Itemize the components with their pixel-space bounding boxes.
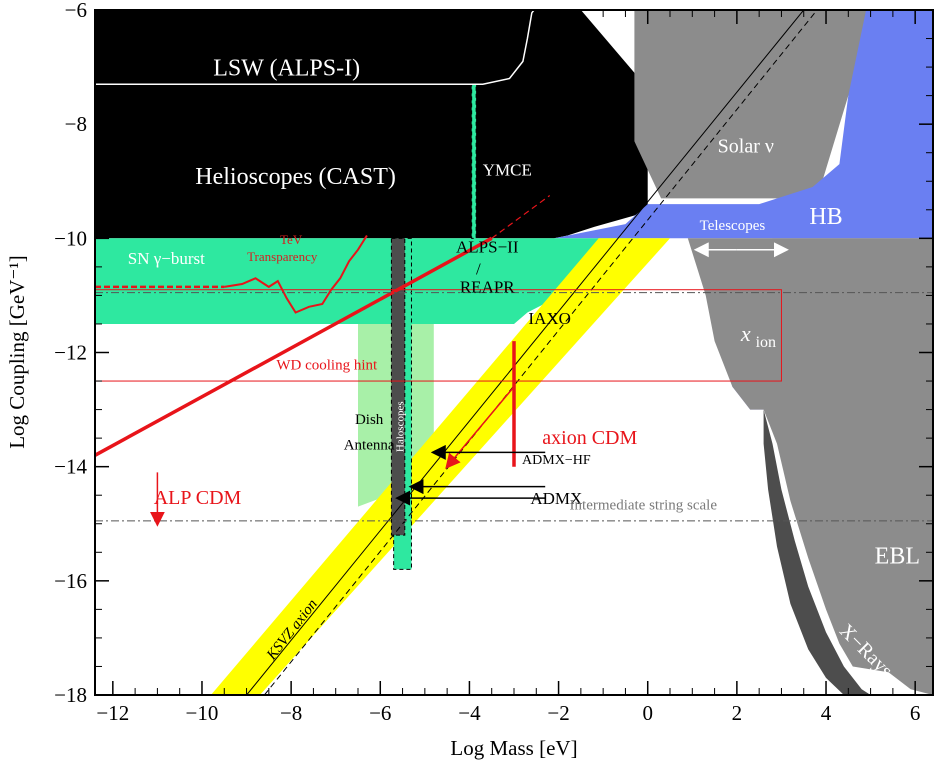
arrow-axion-cdm-arrow [445, 386, 515, 469]
annotation-admx-hf: ADMX−HF [522, 453, 591, 468]
line-lsw-alps-i [95, 10, 535, 85]
annotation-ion: ion [756, 334, 776, 351]
x-tick-label: 6 [910, 701, 921, 725]
annotation-ebl: EBL [875, 544, 920, 570]
arrow-layer [149, 242, 789, 527]
annotation-lsw-alps-i: LSW (ALPS-I) [213, 56, 360, 82]
annotation-transparency: Transparency [247, 249, 318, 264]
annotation-antenna: Antenna [344, 438, 395, 454]
x-tick-label: −12 [96, 701, 129, 725]
x-tick-label: 2 [732, 701, 743, 725]
annotation-axion-cdm: axion CDM [542, 427, 637, 449]
annotation-telescopes: Telescopes [700, 218, 766, 234]
y-tick-label: −8 [65, 112, 87, 136]
y-tick-label: −16 [54, 569, 87, 593]
x-tick-label: 4 [821, 701, 832, 725]
line-alp-cdm-dashed [491, 195, 551, 239]
annotation-: / [476, 259, 481, 278]
y-tick-label: −18 [54, 683, 87, 707]
annotation-iaxo: IAXO [528, 309, 571, 328]
region-ksvz-axion-band [210, 238, 670, 695]
region-hb [554, 10, 933, 239]
line-alp-cdm [95, 236, 493, 457]
line-wd-box [95, 289, 782, 382]
band-haloscopes-dark [390, 237, 406, 536]
y-tick-label: −10 [54, 226, 87, 250]
annotation-solar: Solar ν [718, 136, 774, 158]
annotation-alps-ii: ALPS−II [456, 238, 519, 257]
annotation-haloscopes: Haloscopes [394, 401, 406, 452]
line-ksvz-axion-line [246, 10, 805, 695]
annotation-tev: TeV [280, 232, 303, 247]
x-tick-label: −4 [458, 701, 481, 725]
y-tick-label: −12 [54, 341, 87, 365]
annotation-intermediate-string-scale: Intermediate string scale [570, 497, 718, 513]
annotation-reapr: REAPR [460, 278, 515, 297]
x-axis-label: Log Mass [eV] [450, 736, 577, 760]
region-helioscopes-cast [95, 10, 648, 239]
annotation-x: x [740, 321, 751, 346]
region-alps-ii-reapr-iaxo [95, 238, 639, 324]
y-axis-label: Log Coupling [GeV⁻¹] [5, 255, 29, 449]
annotation-admx: ADMX [530, 489, 582, 508]
x-tick-label: −10 [186, 701, 219, 725]
region-x-rays [763, 409, 871, 695]
annotation-wd-cooling-hint: WD cooling hint [276, 358, 378, 374]
x-tick-label: −6 [369, 701, 391, 725]
tick-layer: −12 −10 −8 −6 −4 −2 0 2 4 6 −18 −16 −14 −12 −10 −8 −6 [54, 0, 933, 725]
region-ebl [687, 238, 933, 695]
x-tick-label: 0 [642, 701, 653, 725]
annotation-ymce: YMCE [483, 161, 532, 180]
band-ymce [471, 83, 477, 239]
annotation-sn-burst: SN γ−burst [128, 249, 205, 268]
annotation-dish: Dish [355, 412, 384, 428]
x-tick-label: −2 [547, 701, 569, 725]
annotation-alp-cdm: ALP CDM [154, 487, 242, 509]
region-layer [95, 10, 933, 695]
annotation-helioscopes-cast: Helioscopes (CAST) [195, 164, 396, 190]
x-tick-label: −8 [280, 701, 302, 725]
line-axion-model-dashed [264, 10, 818, 695]
line-layer [95, 10, 933, 695]
annotation-hb: HB [809, 204, 842, 230]
y-tick-label: −6 [65, 0, 87, 22]
y-tick-label: −14 [54, 455, 87, 479]
line-tev-transparency [224, 234, 368, 314]
